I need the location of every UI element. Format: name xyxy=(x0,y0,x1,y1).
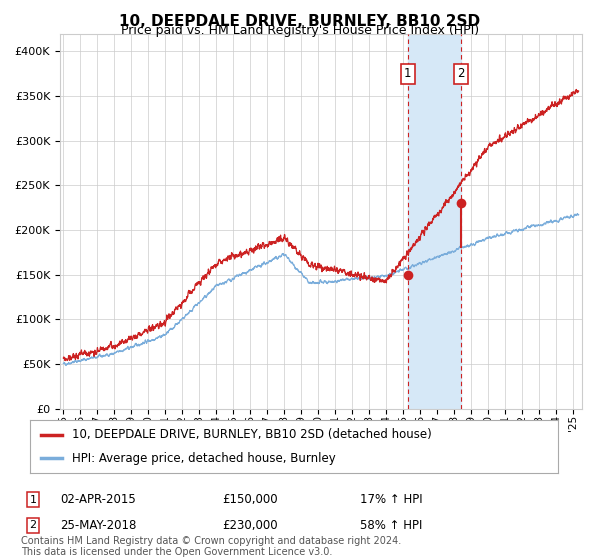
Bar xyxy=(408,34,461,409)
Text: 02-APR-2015: 02-APR-2015 xyxy=(60,493,136,506)
Text: £230,000: £230,000 xyxy=(222,519,278,532)
Text: HPI: Average price, detached house, Burnley: HPI: Average price, detached house, Burn… xyxy=(72,452,336,465)
Text: 58% ↑ HPI: 58% ↑ HPI xyxy=(360,519,422,532)
Text: 1: 1 xyxy=(404,67,412,80)
Text: Price paid vs. HM Land Registry's House Price Index (HPI): Price paid vs. HM Land Registry's House … xyxy=(121,24,479,37)
Text: Contains HM Land Registry data © Crown copyright and database right 2024.
This d: Contains HM Land Registry data © Crown c… xyxy=(21,535,401,557)
Text: 10, DEEPDALE DRIVE, BURNLEY, BB10 2SD: 10, DEEPDALE DRIVE, BURNLEY, BB10 2SD xyxy=(119,14,481,29)
Text: 1: 1 xyxy=(29,494,37,505)
Text: 17% ↑ HPI: 17% ↑ HPI xyxy=(360,493,422,506)
Text: 25-MAY-2018: 25-MAY-2018 xyxy=(60,519,136,532)
Text: 10, DEEPDALE DRIVE, BURNLEY, BB10 2SD (detached house): 10, DEEPDALE DRIVE, BURNLEY, BB10 2SD (d… xyxy=(72,428,432,441)
Text: 2: 2 xyxy=(457,67,464,80)
Text: 2: 2 xyxy=(29,520,37,530)
Text: £150,000: £150,000 xyxy=(222,493,278,506)
